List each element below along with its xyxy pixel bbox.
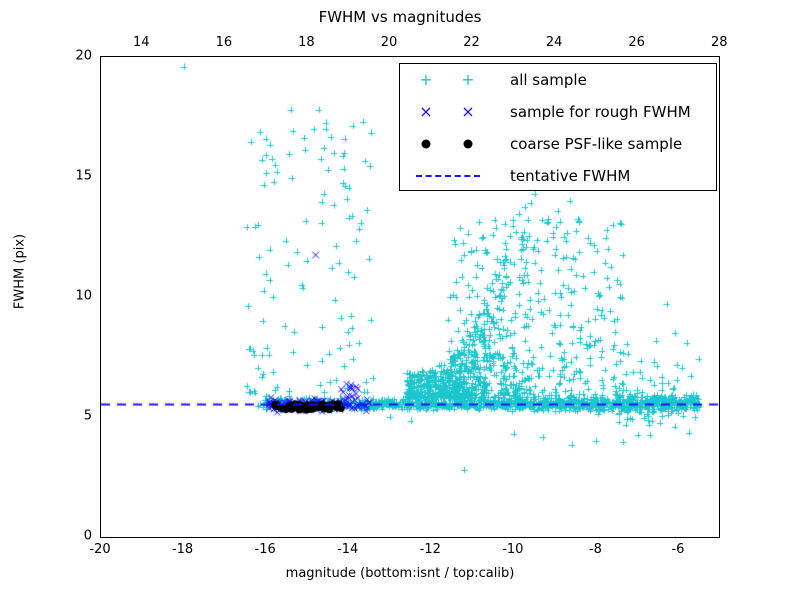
dashed-line-glyph	[416, 175, 480, 177]
legend-box: + + all sample × × sample for rough FWHM coars…	[399, 63, 717, 191]
plus-marker-glyph: +	[419, 70, 433, 89]
dot-marker-glyph	[463, 139, 473, 149]
plus-marker-glyph: +	[461, 70, 475, 89]
x-tick-label-bottom: -6	[671, 542, 685, 557]
legend-label: tentative FWHM	[510, 167, 631, 185]
dashed-line-marker	[400, 160, 510, 192]
x-tick-label-top: 26	[628, 35, 645, 50]
legend-item[interactable]: + + all sample	[400, 64, 716, 96]
x-tick-label-top: 22	[463, 35, 480, 50]
cross-marker-glyph: ×	[419, 102, 433, 121]
cross-marker-glyph: ×	[461, 102, 475, 121]
x-tick-label-bottom: -14	[337, 542, 359, 557]
y-axis-label: FWHM (pix)	[12, 233, 28, 310]
legend-item[interactable]: tentative FWHM	[400, 160, 716, 192]
y-tick-label: 20	[75, 48, 92, 64]
x-tick-label-bottom: -10	[502, 542, 524, 557]
plus-marker: + +	[400, 64, 510, 96]
x-tick-label-top: 24	[545, 35, 563, 50]
legend-label: coarse PSF-like sample	[510, 135, 683, 153]
y-tick-label: 0	[83, 528, 92, 544]
x-tick-label-bottom: -12	[419, 542, 441, 557]
x-tick-label-bottom: -18	[171, 542, 194, 557]
x-tick-label-bottom: -8	[588, 542, 602, 557]
y-tick-label: 5	[83, 408, 92, 424]
y-tick-label: 10	[75, 288, 92, 304]
cross-marker: × ×	[400, 96, 510, 128]
legend-label: sample for rough FWHM	[510, 103, 691, 121]
legend-label: all sample	[510, 71, 587, 89]
y-tick-label: 15	[75, 168, 92, 184]
x-tick-label-top: 28	[710, 35, 728, 50]
x-tick-label-bottom: -16	[254, 542, 276, 557]
x-tick-label-top: 18	[298, 35, 315, 50]
chart-title: FWHM vs magnitudes	[318, 8, 482, 26]
x-tick-label-top: 16	[215, 35, 233, 50]
x-tick-label-bottom: -20	[89, 542, 111, 557]
dot-marker-glyph	[421, 139, 431, 149]
legend-item[interactable]: coarse PSF-like sample	[400, 128, 716, 160]
legend-item[interactable]: × × sample for rough FWHM	[400, 96, 716, 128]
x-axis-label: magnitude (bottom:isnt / top:calib)	[285, 566, 515, 581]
x-tick-label-top: 14	[133, 35, 150, 50]
dot-marker	[400, 128, 510, 160]
x-tick-label-top: 20	[380, 35, 398, 50]
